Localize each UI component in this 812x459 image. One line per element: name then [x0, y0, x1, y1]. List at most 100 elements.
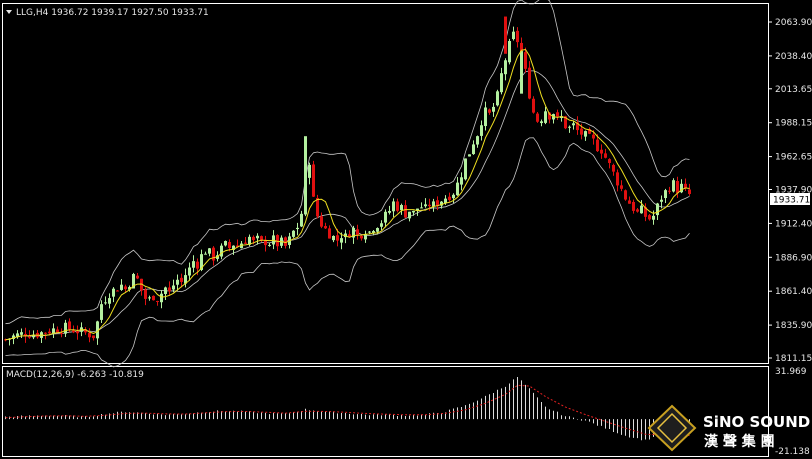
triangle-down-icon[interactable]	[6, 10, 12, 14]
candle-body	[416, 208, 419, 211]
lower-band	[5, 137, 690, 368]
candle-body	[304, 177, 307, 215]
candle-body	[328, 228, 331, 239]
candle-body	[268, 244, 271, 246]
candle-body	[244, 242, 247, 244]
candle-body	[56, 329, 59, 333]
candle-body	[252, 236, 255, 241]
candle-body	[432, 201, 435, 207]
candle-body	[356, 229, 359, 235]
price-tick-label: 1988.15	[775, 119, 812, 129]
price-tick-label: 1861.40	[775, 287, 812, 297]
candle-body	[624, 190, 627, 200]
candle-body	[496, 91, 499, 106]
candle-body	[308, 164, 311, 178]
diamond-logo-icon	[647, 404, 697, 452]
candle-body	[688, 189, 691, 194]
price-tick-label: 1937.90	[775, 186, 812, 196]
candle-body	[32, 334, 35, 338]
candle-body	[100, 304, 103, 320]
candle-body	[324, 226, 327, 229]
candle-body	[684, 183, 687, 189]
candle-body	[188, 267, 191, 276]
candle-body	[156, 300, 159, 302]
candle-body	[264, 239, 267, 246]
candle-body	[232, 245, 235, 250]
candle-body	[412, 210, 415, 213]
candle-body	[672, 180, 675, 192]
candle-body	[76, 331, 79, 334]
candle-body	[168, 287, 171, 292]
candle-body	[360, 235, 363, 239]
candle-body	[608, 159, 611, 163]
candle-body	[28, 336, 31, 338]
candle-body	[664, 190, 667, 199]
candle-body	[164, 287, 167, 295]
candle-body	[84, 329, 87, 333]
candle-body	[16, 333, 19, 338]
candle-body	[96, 321, 99, 339]
candle-body	[568, 126, 571, 128]
ma-polyline	[5, 48, 690, 341]
candle-body	[616, 172, 619, 186]
bollinger-bands	[5, 0, 690, 368]
candle-body	[428, 204, 431, 207]
candle-body	[680, 183, 683, 193]
main-panel-frame	[2, 3, 769, 364]
candle-body	[528, 67, 531, 99]
candle-body	[128, 287, 131, 290]
candle-body	[20, 332, 23, 335]
candle-body	[536, 113, 539, 122]
candle-body	[24, 333, 27, 337]
price-tick-label: 1962.65	[775, 153, 812, 163]
candles[interactable]	[4, 16, 691, 346]
candle-body	[464, 158, 467, 180]
candle-body	[604, 153, 607, 158]
price-tick-label: 2063.90	[775, 18, 812, 28]
candle-body	[440, 201, 443, 206]
candle-body	[676, 181, 679, 194]
candle-body	[240, 243, 243, 249]
candle-body	[600, 149, 603, 154]
candle-body	[420, 207, 423, 209]
candle-body	[508, 41, 511, 63]
candle-body	[544, 111, 547, 123]
candle-body	[260, 236, 263, 241]
candle-body	[336, 235, 339, 241]
candle-body	[476, 136, 479, 145]
candle-body	[368, 231, 371, 233]
candle-body	[172, 285, 175, 290]
candle-body	[184, 275, 187, 284]
candle-body	[196, 261, 199, 269]
candle-body	[180, 277, 183, 282]
logo-inner-mark	[656, 412, 688, 444]
candle-body	[132, 274, 135, 289]
candle-body	[296, 227, 299, 230]
candle-body	[460, 177, 463, 185]
candle-body	[468, 154, 471, 157]
candle-body	[452, 194, 455, 199]
candle-body	[424, 204, 427, 207]
candle-body	[312, 164, 315, 197]
candle-body	[292, 230, 295, 237]
candle-body	[596, 139, 599, 152]
candle-body	[632, 201, 635, 211]
candle-body	[548, 112, 551, 120]
candle-body	[200, 254, 203, 270]
candle-body	[380, 223, 383, 227]
price-tick-label: 1835.90	[775, 321, 812, 331]
candle-body	[236, 245, 239, 247]
candle-body	[60, 332, 63, 334]
candle-body	[580, 128, 583, 135]
candle-body	[576, 122, 579, 131]
macd-histogram	[5, 377, 690, 441]
candle-body	[644, 207, 647, 217]
candle-body	[320, 216, 323, 227]
candle-body	[480, 125, 483, 136]
candle-body	[484, 107, 487, 127]
candle-body	[340, 238, 343, 243]
candle-body	[584, 131, 587, 137]
candle-body	[44, 332, 47, 334]
candle-body	[64, 322, 67, 334]
